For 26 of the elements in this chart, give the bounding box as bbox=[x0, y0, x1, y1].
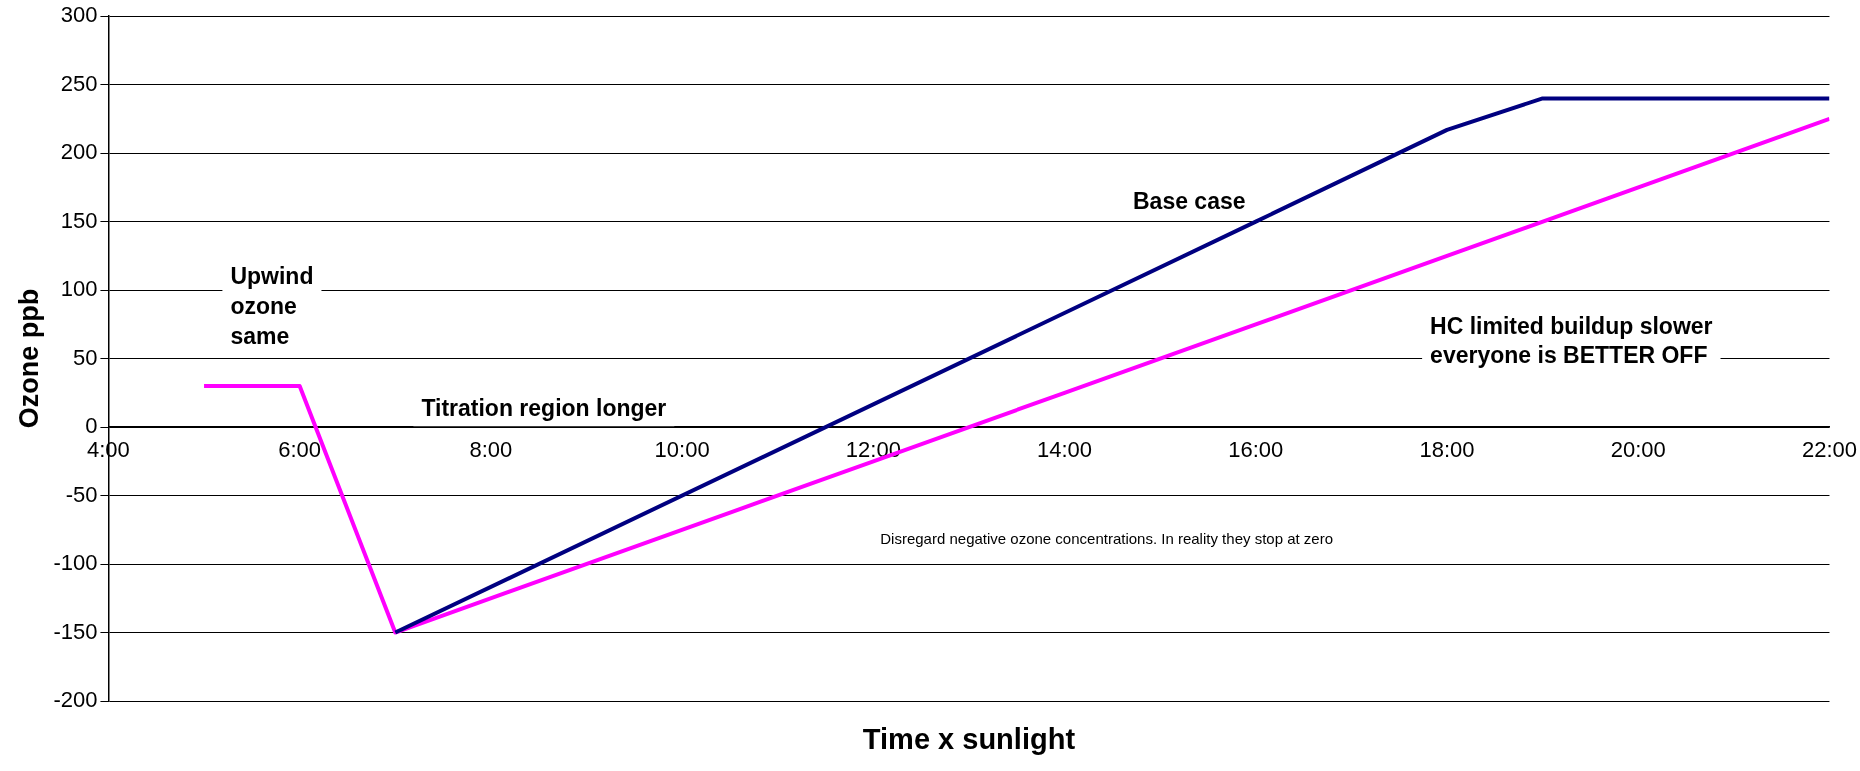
y-tick-label: 50 bbox=[72, 344, 98, 370]
x-tick-label: 18:00 bbox=[1419, 437, 1475, 463]
y-tick-label: 250 bbox=[60, 70, 98, 96]
x-axis-title: Time x sunlight bbox=[862, 723, 1076, 755]
y-tick-label: 0 bbox=[85, 413, 98, 439]
annotation: Base case bbox=[1132, 187, 1246, 214]
x-tick-label: 22:00 bbox=[1801, 437, 1857, 463]
y-tick-label: -200 bbox=[53, 687, 98, 713]
x-tick-label: 8:00 bbox=[469, 437, 513, 463]
x-tick-label: 10:00 bbox=[654, 437, 710, 463]
annotation: Upwind ozone same bbox=[230, 263, 314, 350]
x-tick-label: 16:00 bbox=[1228, 437, 1284, 463]
y-tick-label: -50 bbox=[65, 481, 98, 507]
y-tick-label: 200 bbox=[60, 139, 98, 165]
annotation: HC limited buildup slower everyone is BETTER OFF bbox=[1430, 312, 1713, 369]
x-tick-label: 20:00 bbox=[1610, 437, 1666, 463]
y-tick-label: 100 bbox=[60, 276, 98, 302]
y-tick-label: -100 bbox=[53, 550, 98, 576]
x-tick-label: 6:00 bbox=[278, 437, 322, 463]
y-tick-label: -150 bbox=[53, 618, 98, 644]
x-tick-label: 14:00 bbox=[1037, 437, 1093, 463]
y-tick-label: 300 bbox=[60, 2, 98, 28]
y-tick-label: 150 bbox=[60, 207, 98, 233]
annotation: Disregard negative ozone concentrations. In reality they stop at zero bbox=[880, 529, 1334, 547]
annotation: Titration region longer bbox=[421, 394, 667, 421]
y-axis-title: Ozone ppb bbox=[13, 288, 44, 429]
